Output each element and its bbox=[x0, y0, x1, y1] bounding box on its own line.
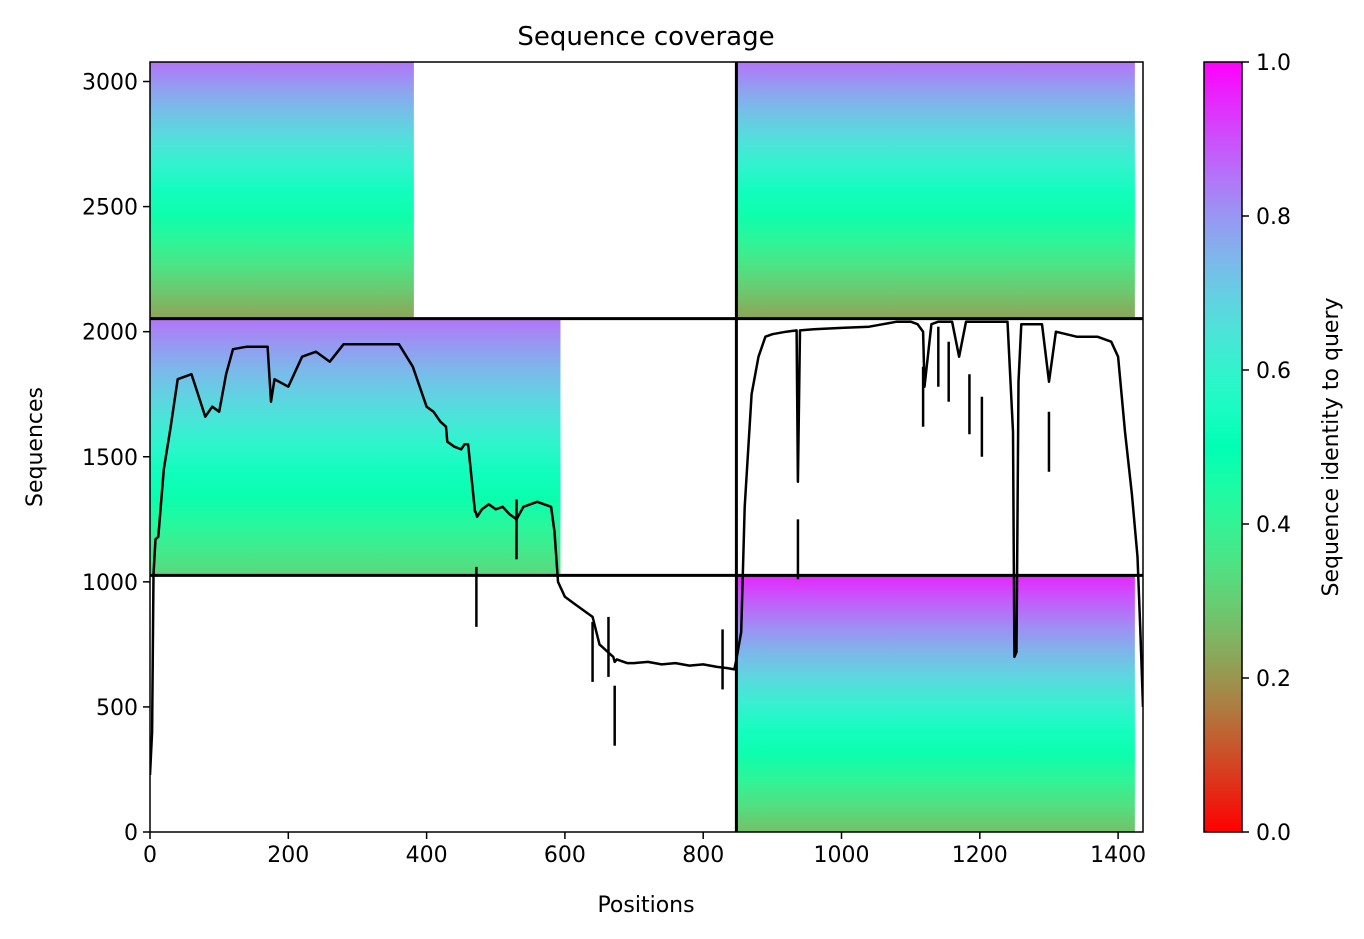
x-tick-label: 400 bbox=[406, 843, 448, 868]
chart-title: Sequence coverage bbox=[517, 22, 774, 52]
chain-a-block-1 bbox=[150, 62, 414, 319]
x-tick-label: 200 bbox=[267, 843, 309, 868]
coverage-line-layer bbox=[150, 320, 1143, 776]
x-tick-label: 1200 bbox=[952, 843, 1008, 868]
colorbar-tick-label: 0.2 bbox=[1256, 667, 1291, 692]
x-tick-label: 0 bbox=[143, 843, 157, 868]
x-tick-label: 1400 bbox=[1090, 843, 1146, 868]
colorbar-tick-label: 0.4 bbox=[1256, 513, 1291, 538]
y-tick-label: 3000 bbox=[82, 71, 138, 96]
y-axis: 0 500 1000 1500 2000 2500 3000 bbox=[82, 71, 150, 846]
colorbar-tick-label: 1.0 bbox=[1256, 51, 1291, 76]
colorbar-tick-label: 0.8 bbox=[1256, 205, 1291, 230]
coverage-heatmap bbox=[150, 62, 1135, 832]
y-axis-label: Sequences bbox=[23, 387, 48, 507]
colorbar: 0.0 0.2 0.4 0.6 0.8 1.0 Sequence identity to … bbox=[1203, 51, 1344, 846]
y-tick-label: 2000 bbox=[82, 321, 138, 346]
y-tick-label: 2500 bbox=[82, 196, 138, 221]
colorbar-tick-label: 0.0 bbox=[1256, 821, 1291, 846]
coverage-line bbox=[150, 320, 1143, 776]
y-tick-label: 0 bbox=[124, 821, 138, 846]
chain-b-block-2 bbox=[736, 575, 1135, 832]
x-axis-label: Positions bbox=[597, 893, 694, 918]
y-tick-label: 500 bbox=[96, 696, 138, 721]
chain-boundaries bbox=[150, 62, 1143, 832]
chain-b-block-1 bbox=[736, 62, 1135, 319]
colorbar-label: Sequence identity to query bbox=[1319, 297, 1344, 596]
colorbar-ticks: 0.0 0.2 0.4 0.6 0.8 1.0 bbox=[1242, 51, 1291, 846]
plot-area bbox=[149, 61, 1144, 833]
plot-frame bbox=[149, 61, 1144, 833]
y-tick-label: 1500 bbox=[82, 446, 138, 471]
colorbar-tick-label: 0.6 bbox=[1256, 359, 1291, 384]
x-axis: 0 200 400 600 800 1000 1200 1400 bbox=[143, 832, 1146, 868]
x-tick-label: 1000 bbox=[814, 843, 870, 868]
chain-a-block-2 bbox=[150, 318, 561, 576]
colorbar-gradient bbox=[1203, 61, 1243, 833]
y-tick-label: 1000 bbox=[82, 571, 138, 596]
x-tick-label: 600 bbox=[544, 843, 586, 868]
x-tick-label: 800 bbox=[682, 843, 724, 868]
